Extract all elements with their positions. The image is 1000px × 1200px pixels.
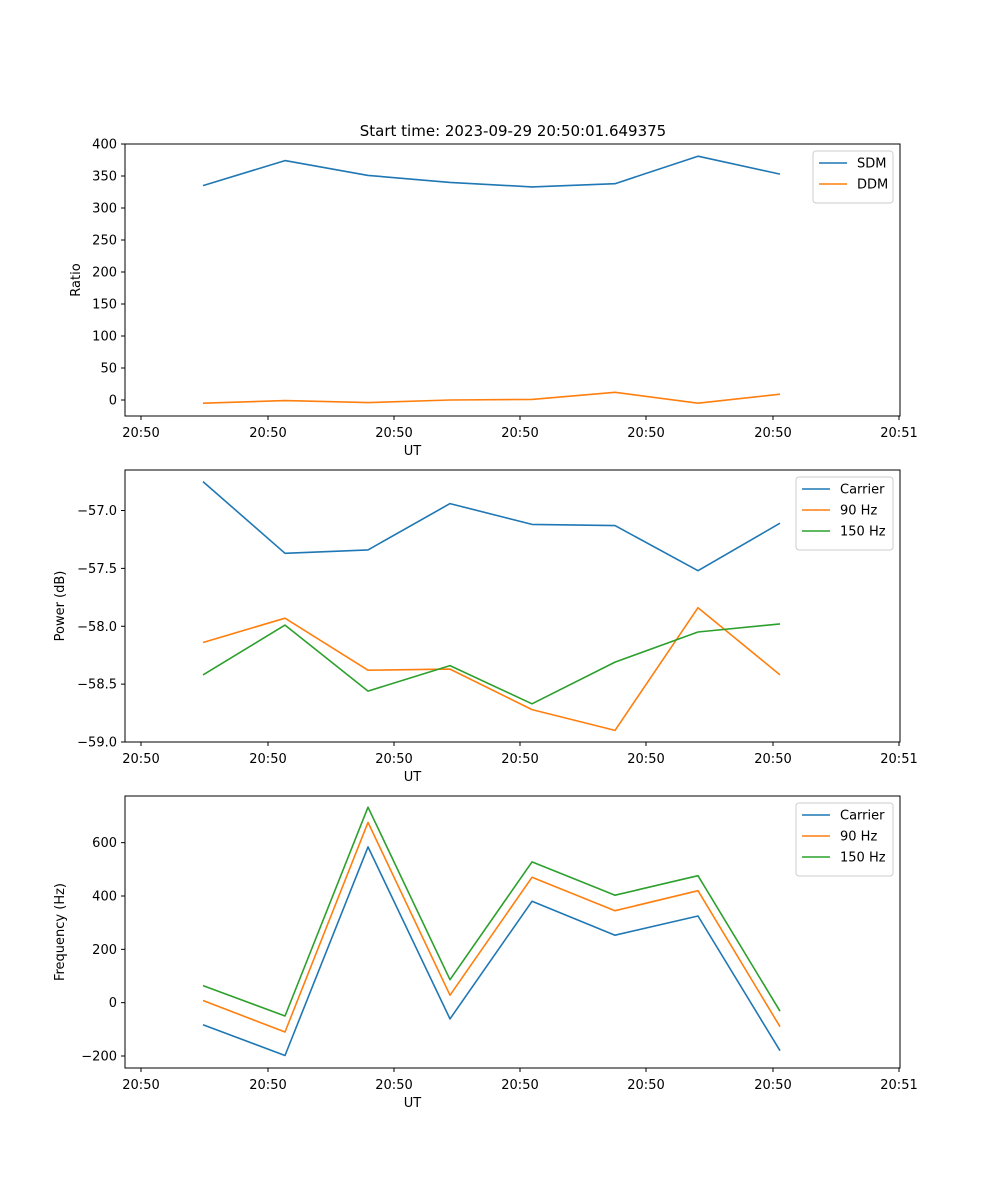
x-tick-label: 20:50: [501, 1078, 538, 1093]
series-line-sdm: [202, 155, 781, 188]
legend-box: [812, 150, 894, 204]
subplot-power: 20:50 20:50 20:50 20:50 20:50 20:50 20:51 −57.0…: [53, 469, 918, 785]
series-line-carrier: [202, 846, 781, 1057]
y-tick-label: −57.5: [77, 562, 117, 577]
figure-title: Start time: 2023-09-29 20:50:01.649375: [360, 122, 666, 140]
axes-frame: [124, 469, 901, 743]
x-tick-label: 20:50: [754, 426, 791, 441]
y-tick-label: −57.0: [77, 504, 117, 519]
series-line-90-hz: [202, 821, 781, 1033]
subplot-frequency: 20:50 20:50 20:50 20:50 20:50 20:50 20:51 −200 0…: [53, 795, 918, 1111]
x-tick-label: 20:50: [501, 752, 538, 767]
x-axis-title: UT: [404, 770, 422, 785]
x-tick-label: 20:50: [122, 426, 159, 441]
legend-label: 150 Hz: [840, 851, 886, 866]
y-tick-label: 100: [92, 330, 117, 345]
x-tick-label: 20:50: [375, 426, 412, 441]
y-tick-label: −200: [81, 1050, 117, 1065]
y-tick-label: 400: [92, 890, 117, 905]
x-tick-label: 20:51: [880, 426, 917, 441]
x-tick-label: 20:50: [627, 752, 664, 767]
x-axis-title: UT: [404, 444, 422, 459]
y-axis-title: Frequency (Hz): [53, 883, 68, 981]
axes-frame: [124, 795, 901, 1069]
x-tick-label: 20:50: [249, 1078, 286, 1093]
x-tick-label: 20:51: [880, 752, 917, 767]
x-tick-label: 20:50: [627, 1078, 664, 1093]
legend-label: Carrier: [840, 483, 885, 498]
y-tick-label: 200: [92, 266, 117, 281]
series-line-150-hz: [202, 806, 781, 1017]
x-tick-label: 20:51: [880, 1078, 917, 1093]
x-tick-label: 20:50: [122, 1078, 159, 1093]
series-line-90-hz: [202, 606, 781, 732]
x-axis-title: UT: [404, 1096, 422, 1111]
legend-label: Carrier: [840, 809, 885, 824]
legend-label: DDM: [857, 178, 888, 193]
y-tick-label: 150: [92, 298, 117, 313]
x-tick-label: 20:50: [754, 1078, 791, 1093]
y-tick-label: −58.5: [77, 678, 117, 693]
x-tick-label: 20:50: [754, 752, 791, 767]
y-tick-label: 200: [92, 943, 117, 958]
y-tick-label: 0: [109, 996, 117, 1011]
y-tick-label: −59.0: [77, 736, 117, 751]
legend-label: SDM: [857, 157, 886, 172]
y-tick-label: 50: [100, 362, 117, 377]
y-tick-label: 300: [92, 202, 117, 217]
x-tick-label: 20:50: [122, 752, 159, 767]
series-line-ddm: [202, 391, 781, 405]
x-tick-label: 20:50: [249, 752, 286, 767]
x-tick-label: 20:50: [249, 426, 286, 441]
axes-frame: [124, 143, 901, 417]
y-tick-label: 400: [92, 138, 117, 153]
legend-label: 90 Hz: [840, 504, 877, 519]
series-line-150-hz: [202, 623, 781, 705]
x-tick-label: 20:50: [375, 752, 412, 767]
series-line-carrier: [202, 480, 781, 572]
y-tick-label: −58.0: [77, 620, 117, 635]
legend-label: 150 Hz: [840, 525, 886, 540]
legend-label: 90 Hz: [840, 830, 877, 845]
x-tick-label: 20:50: [501, 426, 538, 441]
y-tick-label: 250: [92, 234, 117, 249]
subplot-ratio: 20:50 20:50 20:50 20:50 20:50 20:50 20:51 0 50 10…: [69, 138, 918, 460]
y-tick-label: 0: [109, 394, 117, 409]
x-tick-label: 20:50: [375, 1078, 412, 1093]
y-tick-label: 600: [92, 836, 117, 851]
y-axis-title: Power (dB): [53, 571, 68, 642]
y-axis-title: Ratio: [69, 263, 84, 296]
x-tick-label: 20:50: [627, 426, 664, 441]
y-tick-label: 350: [92, 170, 117, 185]
